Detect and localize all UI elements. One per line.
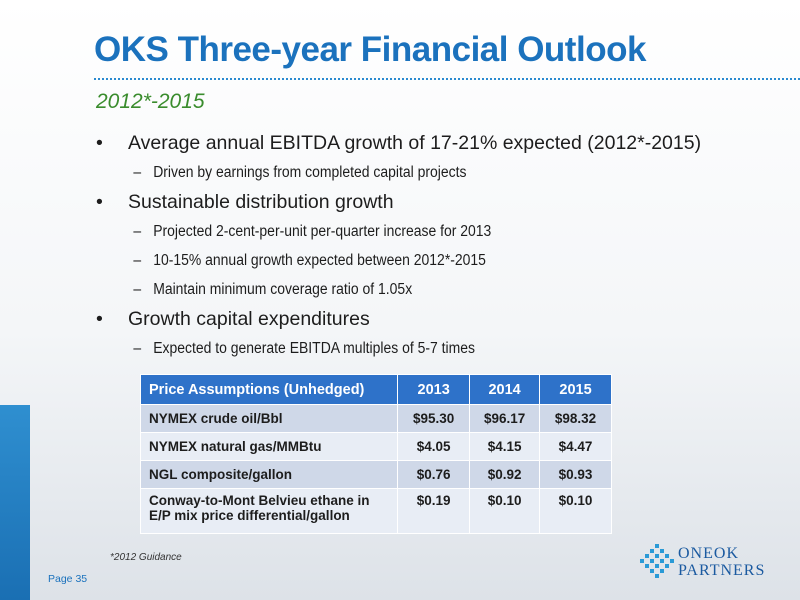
logo-line-1: ONEOK <box>678 545 739 562</box>
bullet-list: • Average annual EBITDA growth of 17-21%… <box>92 128 792 363</box>
table-cell: $0.19 <box>397 488 471 534</box>
sub-bullet-text: Maintain minimum coverage ratio of 1.05x <box>153 281 413 298</box>
table-cell: $4.05 <box>397 432 471 461</box>
dash-marker: – <box>133 340 142 357</box>
table-row: NYMEX natural gas/MMBtu $4.05 $4.15 $4.4… <box>139 432 612 461</box>
table-cell: $0.76 <box>397 460 471 489</box>
sub-bullet-text: Expected to generate EBITDA multiples of… <box>153 340 475 357</box>
bullet-item: • Growth capital expenditures <box>92 304 792 334</box>
row-label: NYMEX crude oil/Bbl <box>139 404 399 433</box>
table-cell: $4.15 <box>469 432 541 461</box>
page-number: Page 35 <box>48 573 88 585</box>
page-subtitle: 2012*-2015 <box>96 90 205 113</box>
table-row: NYMEX crude oil/Bbl $95.30 $96.17 $98.32 <box>139 404 612 433</box>
bullet-text: Sustainable distribution growth <box>128 191 394 213</box>
bullet-marker: • <box>96 191 103 213</box>
table-cell: $96.17 <box>469 404 541 433</box>
page-title: OKS Three-year Financial Outlook <box>94 30 646 69</box>
logo-wordmark: ONEOK PARTNERS <box>678 545 765 579</box>
column-header: Price Assumptions (Unhedged) <box>139 374 399 405</box>
row-label: NGL composite/gallon <box>139 460 399 489</box>
sub-bullet-item: – 10-15% annual growth expected between … <box>92 246 722 275</box>
table-cell: $0.92 <box>469 460 541 489</box>
table-cell: $0.10 <box>469 488 541 534</box>
bullet-item: • Average annual EBITDA growth of 17-21%… <box>92 128 792 158</box>
sub-bullet-item: – Maintain minimum coverage ratio of 1.0… <box>92 275 722 304</box>
sub-bullet-item: – Expected to generate EBITDA multiples … <box>92 334 722 363</box>
bullet-marker: • <box>96 308 103 330</box>
table-row: NGL composite/gallon $0.76 $0.92 $0.93 <box>139 460 612 489</box>
sub-bullet-item: – Driven by earnings from completed capi… <box>92 158 722 187</box>
bullet-marker: • <box>96 132 103 154</box>
sub-bullet-text: 10-15% annual growth expected between 20… <box>153 252 486 269</box>
column-header: 2013 <box>397 374 471 405</box>
price-assumptions-table: Price Assumptions (Unhedged) 2013 2014 2… <box>139 374 612 534</box>
row-label: NYMEX natural gas/MMBtu <box>139 432 399 461</box>
dash-marker: – <box>133 223 142 240</box>
sub-bullet-item: – Projected 2-cent-per-unit per-quarter … <box>92 217 722 246</box>
table-cell: $95.30 <box>397 404 471 433</box>
title-divider <box>94 78 800 80</box>
table-row: Conway-to-Mont Belvieu ethane in E/P mix… <box>139 488 612 534</box>
table-cell: $0.93 <box>539 460 612 489</box>
accent-bar <box>0 405 30 600</box>
company-logo: ONEOK PARTNERS <box>640 543 790 583</box>
sub-bullet-text: Driven by earnings from completed capita… <box>153 164 467 181</box>
table-header-row: Price Assumptions (Unhedged) 2013 2014 2… <box>139 374 612 405</box>
column-header: 2015 <box>539 374 612 405</box>
sub-bullet-text: Projected 2-cent-per-unit per-quarter in… <box>153 223 492 240</box>
bullet-text: Growth capital expenditures <box>128 308 370 330</box>
oneok-logo-icon <box>640 544 674 578</box>
table-cell: $4.47 <box>539 432 612 461</box>
bullet-text: Average annual EBITDA growth of 17-21% e… <box>128 132 702 154</box>
logo-line-2: PARTNERS <box>678 562 766 579</box>
table-cell: $98.32 <box>539 404 612 433</box>
dash-marker: – <box>133 281 142 298</box>
row-label: Conway-to-Mont Belvieu ethane in E/P mix… <box>139 488 399 534</box>
column-header: 2014 <box>469 374 541 405</box>
bullet-item: • Sustainable distribution growth <box>92 187 792 217</box>
dash-marker: – <box>133 164 142 181</box>
dash-marker: – <box>133 252 142 269</box>
table-cell: $0.10 <box>539 488 612 534</box>
footnote: *2012 Guidance <box>110 552 182 563</box>
